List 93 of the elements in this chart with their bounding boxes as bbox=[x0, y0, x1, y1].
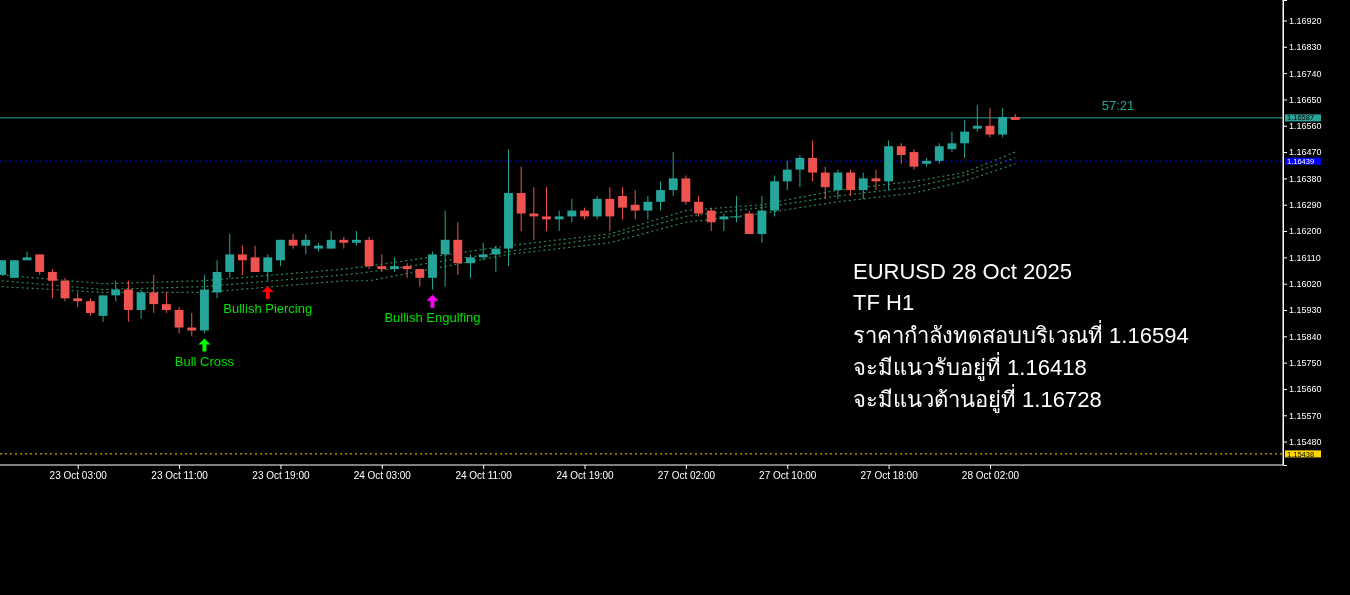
annotation: Bullish Engulfing bbox=[384, 310, 481, 326]
candlestick bbox=[453, 221, 463, 276]
y-tick-label: 1.15570 bbox=[1289, 410, 1322, 421]
candlestick bbox=[288, 233, 298, 250]
candlestick bbox=[238, 245, 247, 276]
point bbox=[198, 338, 211, 352]
y-tick-label: 1.16560 bbox=[1289, 121, 1322, 132]
annotation: Bull Cross bbox=[174, 354, 235, 370]
candlestick bbox=[35, 253, 45, 276]
candlestick bbox=[706, 207, 716, 232]
x-tick-label: 23 Oct 11:00 bbox=[151, 470, 209, 482]
candlestick bbox=[123, 280, 133, 323]
y-tick-label: 1.16470 bbox=[1289, 147, 1322, 158]
candlestick bbox=[542, 186, 551, 232]
candlestick bbox=[212, 259, 222, 299]
candlestick bbox=[833, 169, 843, 200]
candlestick bbox=[529, 186, 539, 241]
candlestick bbox=[554, 210, 564, 232]
y-tick-label: 1.16200 bbox=[1289, 226, 1322, 237]
x-tick-label: 24 Oct 03:00 bbox=[353, 470, 412, 482]
x-tick-label: 24 Oct 19:00 bbox=[556, 470, 615, 482]
candlestick bbox=[808, 139, 818, 182]
candlestick bbox=[225, 233, 235, 279]
candlestick bbox=[250, 245, 260, 273]
candlestick bbox=[846, 169, 856, 197]
candlestick bbox=[744, 210, 754, 235]
text: EURUSD 28 Oct 2025 bbox=[853, 259, 1072, 284]
candlestick bbox=[466, 253, 475, 279]
candlestick bbox=[428, 251, 437, 291]
candlestick bbox=[668, 151, 678, 197]
candlestick bbox=[630, 189, 640, 220]
candlestick bbox=[871, 169, 881, 191]
annotation: Bullish Piercing bbox=[223, 301, 313, 317]
annotation: 57:21 bbox=[1101, 97, 1135, 113]
y-tick-label: 1.16920 bbox=[1289, 15, 1322, 26]
candlestick bbox=[934, 142, 944, 165]
x-tick-label: 23 Oct 03:00 bbox=[49, 470, 108, 482]
candlestick bbox=[161, 291, 171, 314]
candlestick bbox=[174, 306, 184, 334]
candlestick bbox=[47, 268, 57, 299]
candlestick bbox=[149, 274, 159, 314]
candlestick bbox=[276, 239, 285, 267]
point bbox=[426, 294, 439, 308]
point bbox=[261, 285, 274, 299]
x-tick-label: 27 Oct 10:00 bbox=[759, 470, 817, 482]
candlestick bbox=[402, 262, 412, 279]
candlestick bbox=[795, 154, 805, 188]
x-tick-label: 28 Oct 02:00 bbox=[961, 470, 1020, 482]
y-tick-label: 1.16650 bbox=[1289, 94, 1322, 105]
y-tick-label: 1.16110 bbox=[1289, 252, 1321, 263]
candlestick bbox=[732, 195, 741, 223]
candlestick bbox=[896, 142, 906, 165]
annotation: จะมีแนวต้านอยู่ที่ 1.16728 bbox=[853, 384, 1102, 413]
candlestick bbox=[947, 131, 957, 153]
y-tick-label: 1.16740 bbox=[1289, 68, 1322, 79]
y-tick-label: 1.15660 bbox=[1289, 384, 1322, 395]
candlestick bbox=[719, 212, 729, 232]
y-tick-label: 1.15930 bbox=[1289, 305, 1322, 316]
candlestick bbox=[592, 195, 602, 220]
candlestick bbox=[757, 195, 767, 244]
y-tick-label: 1.15840 bbox=[1289, 331, 1322, 342]
candlestick bbox=[301, 233, 311, 255]
candlestick bbox=[681, 174, 691, 206]
candlestick bbox=[909, 148, 919, 171]
candlestick bbox=[985, 107, 995, 138]
candlestick bbox=[618, 186, 627, 220]
candlestick bbox=[820, 166, 830, 200]
candlestick bbox=[263, 253, 273, 282]
candlestick bbox=[440, 210, 450, 288]
y-tick-label: 1.15480 bbox=[1289, 436, 1322, 447]
candlestick bbox=[98, 294, 108, 323]
candlestick bbox=[516, 166, 526, 232]
candlestick bbox=[858, 172, 868, 200]
y-tick-label: 1.16380 bbox=[1289, 173, 1322, 184]
x-tick-label: 23 Oct 19:00 bbox=[252, 470, 311, 482]
text: TF H1 bbox=[853, 290, 915, 315]
y-tick-label: 1.15750 bbox=[1289, 358, 1322, 369]
candlestick bbox=[656, 180, 665, 212]
y-tick-label: 1.16290 bbox=[1289, 200, 1322, 211]
candlestick bbox=[136, 289, 146, 320]
candlestick bbox=[326, 230, 336, 250]
candlestick bbox=[605, 186, 615, 232]
candlestick bbox=[22, 251, 32, 261]
candlestick bbox=[694, 195, 703, 217]
candlestick bbox=[643, 195, 653, 220]
annotation: จะมีแนวรับอยู่ที่ 1.16418 bbox=[853, 352, 1087, 381]
x-tick-label: 27 Oct 02:00 bbox=[657, 470, 716, 482]
x-tick-label: 24 Oct 11:00 bbox=[455, 470, 513, 482]
x-tick-label: 27 Oct 18:00 bbox=[860, 470, 919, 482]
y-tick-label: 1.16830 bbox=[1289, 42, 1322, 53]
candlestick bbox=[782, 160, 792, 191]
y-tick-label: 1.16020 bbox=[1289, 279, 1322, 290]
annotation: ราคากำลังทดสอบบริเวณที่ 1.16594 bbox=[853, 320, 1189, 348]
